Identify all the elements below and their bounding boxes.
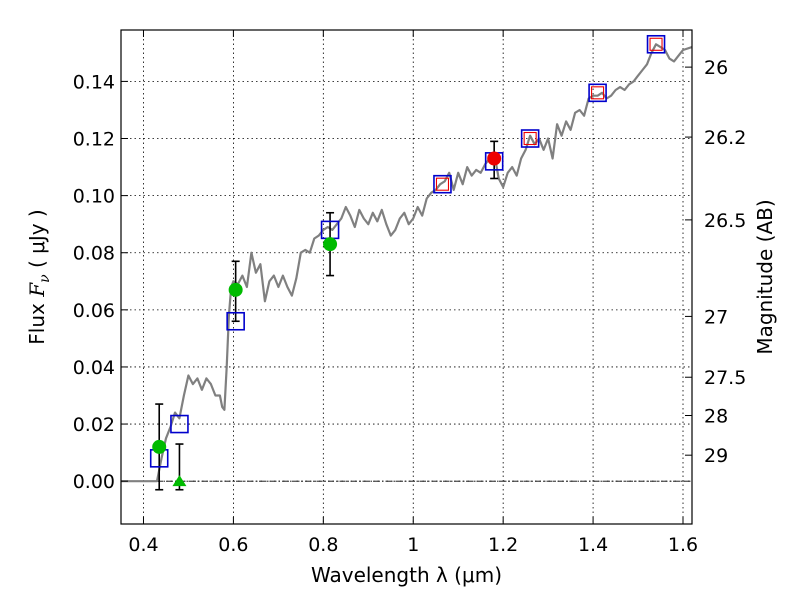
x-tick-label: 0.8 <box>308 534 338 556</box>
x-axis-title: Wavelength λ (μm) <box>311 563 502 587</box>
right-tick-label: 28 <box>704 405 728 427</box>
x-tick-label: 1.2 <box>488 534 518 556</box>
x-tick-label: 0.4 <box>128 534 158 556</box>
y-tick-label: 0.06 <box>73 300 115 322</box>
right-tick-label: 26.2 <box>704 127 746 149</box>
right-tick-label: 27.5 <box>704 367 746 389</box>
y-tick-label: 0.04 <box>73 357 115 379</box>
right-tick-label: 27 <box>704 306 728 328</box>
model-magnitude-square-inner <box>591 86 605 100</box>
observed-flux-point <box>323 237 338 252</box>
model-magnitude-square <box>646 34 666 54</box>
y-tick-label: 0.00 <box>73 471 115 493</box>
model-magnitude-square-inner <box>649 37 663 51</box>
observed-flux-point <box>487 151 502 166</box>
right-tick-label: 26 <box>704 57 728 79</box>
x-tick-label: 1.4 <box>578 534 608 556</box>
plot-frame <box>120 29 693 525</box>
x-tick-label: 0.6 <box>218 534 248 556</box>
right-axis-ticks: 26 26.2 26.5 27 27.5 28 29 <box>685 57 746 467</box>
x-tick-label: 1 <box>407 534 419 556</box>
y-axis-title: Flux Fν ( μJy ) <box>25 209 53 344</box>
right-axis-title: Magnitude (AB) <box>753 199 777 354</box>
right-tick-label: 29 <box>704 445 728 467</box>
observed-flux-point <box>228 282 243 297</box>
y-tick-label: 0.14 <box>73 71 115 93</box>
model-magnitude-square-inner <box>435 177 450 191</box>
observed-flux-point <box>152 439 167 454</box>
y-tick-label: 0.10 <box>73 186 115 208</box>
y-tick-label: 0.08 <box>73 243 115 265</box>
model-magnitude-square <box>170 414 189 434</box>
x-tick-label: 1.6 <box>668 534 698 556</box>
model-magnitude-square-inner <box>523 131 537 146</box>
model-magnitude-square <box>226 311 245 331</box>
x-axis-ticks: 0.4 0.6 0.8 1 1.2 1.4 1.6 <box>128 30 698 556</box>
data-markers <box>149 34 666 487</box>
model-magnitude-square <box>588 83 607 103</box>
model-magnitude-square <box>433 174 452 194</box>
model-magnitude-square <box>520 129 540 148</box>
y-tick-label: 0.02 <box>73 414 115 436</box>
y-tick-label: 0.12 <box>73 129 115 151</box>
upper-limit-triangle <box>172 475 187 487</box>
y-axis-ticks: 0.00 0.02 0.04 0.06 0.08 0.10 0.12 0.14 <box>73 71 128 493</box>
right-tick-label: 26.5 <box>704 210 746 232</box>
